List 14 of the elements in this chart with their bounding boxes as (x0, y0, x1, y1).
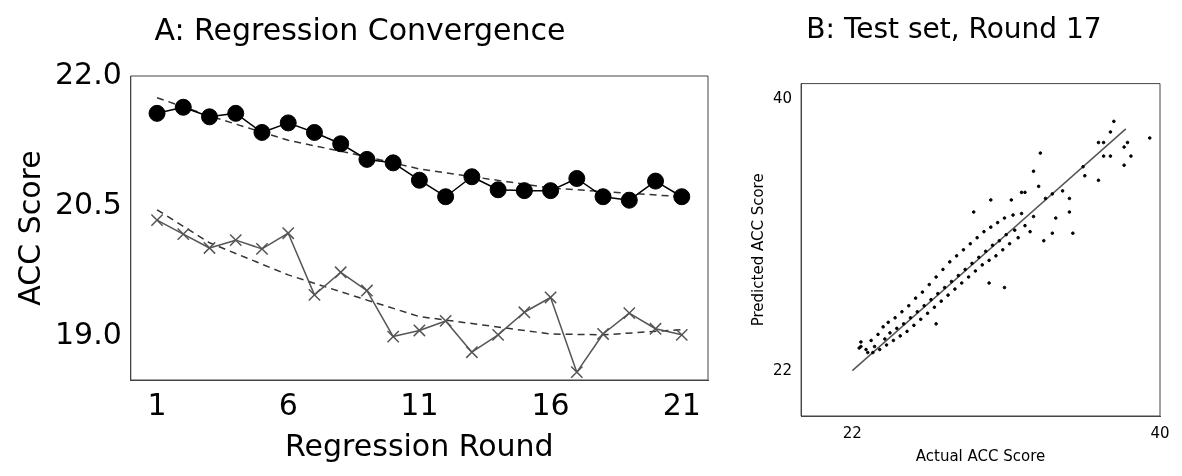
x-tick-label: 11 (400, 386, 439, 422)
y-tick-label: 19.0 (55, 316, 122, 352)
x-tick-label: 16 (531, 386, 570, 422)
x-axis-title: Regression Round (285, 427, 554, 463)
y-axis-title: Predicted ACC Score (748, 173, 767, 327)
y-axis-title: ACC Score (11, 150, 47, 306)
x-axis-title: Actual ACC Score (915, 446, 1046, 465)
x-tick-label: 6 (278, 386, 298, 422)
chart-title: A: Regression Convergence (154, 11, 566, 47)
x-tick-label: 1 (147, 386, 167, 422)
y-tick-label: 20.5 (55, 186, 122, 222)
chart-title: B: Test set, Round 17 (806, 12, 1102, 46)
y-tick-label: 22.0 (55, 55, 122, 91)
x-tick-label: 21 (662, 386, 701, 422)
